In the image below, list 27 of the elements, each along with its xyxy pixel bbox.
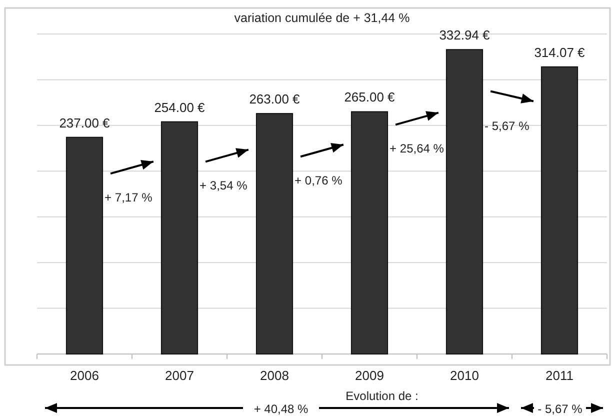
annotation: + 3,54 % (200, 178, 248, 193)
annotation: + 25,64 % (390, 142, 444, 156)
data-label: 332.94 € (439, 28, 491, 43)
annotation: + 0,76 % (294, 174, 343, 188)
data-label: 254.00 € (154, 100, 206, 115)
bar (350, 111, 388, 354)
text: - 5,67 % (538, 402, 583, 416)
data-label: 265.00 € (344, 90, 396, 105)
bar (160, 121, 198, 354)
x-tick-label: 2007 (165, 368, 194, 383)
chart-title: variation cumulée de + 31,44 % (234, 11, 410, 25)
annotation: + 7,17 % (104, 190, 153, 205)
data-label: 237.00 € (59, 115, 111, 130)
bar (446, 49, 484, 354)
x-axis-title: Evolution de : (346, 389, 418, 403)
bar (256, 113, 294, 354)
bar (66, 136, 104, 354)
data-label: 263.00 € (249, 92, 301, 107)
bar (540, 66, 578, 354)
x-tick-label: 2011 (546, 368, 574, 383)
annotation: - 5,67 % (484, 119, 530, 134)
x-tick-label: 2006 (70, 368, 99, 383)
x-tick-label: 2009 (355, 368, 384, 383)
x-tick-label: 2008 (260, 368, 289, 383)
text: + 40,48 % (254, 402, 309, 416)
data-label: 314.07 € (534, 44, 586, 60)
x-tick-label: 2010 (450, 368, 479, 383)
